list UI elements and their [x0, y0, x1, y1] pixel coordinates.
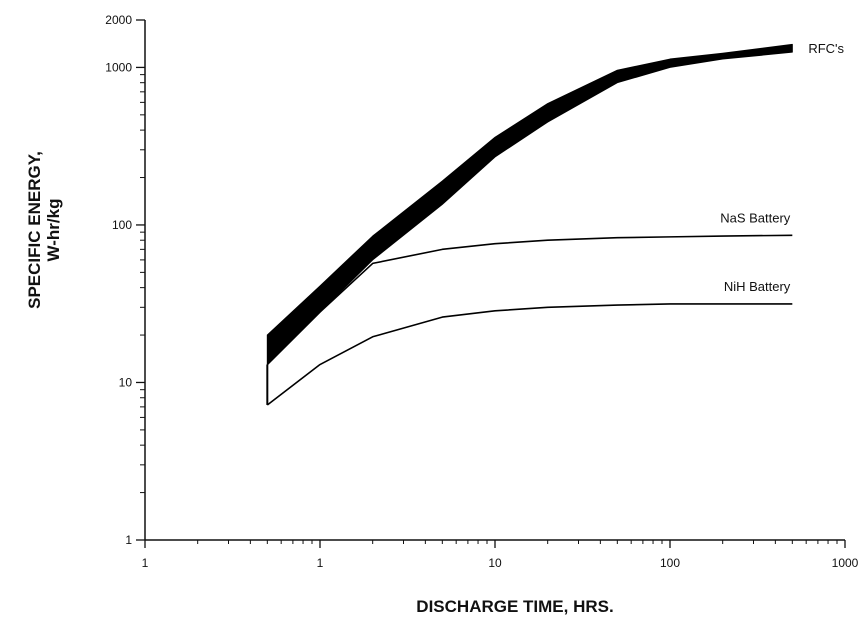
y-tick-label: 10	[119, 375, 133, 389]
y-axis-title: SPECIFIC ENERGY, W-hr/kg	[25, 151, 63, 309]
y-axis-title-line1: SPECIFIC ENERGY,	[25, 151, 44, 309]
series-labels: RFC's NaS Battery NiH Battery	[720, 41, 844, 294]
nih-battery-line	[266, 303, 793, 406]
series-label-rfc: RFC's	[808, 41, 844, 56]
series-layer	[266, 43, 793, 406]
x-tick-label: 10	[488, 556, 502, 570]
x-tick-label: 1	[317, 556, 324, 570]
x-tick-label: 100	[660, 556, 680, 570]
x-tick-label: 1000	[832, 556, 859, 570]
x-axis-title: DISCHARGE TIME, HRS.	[416, 597, 613, 616]
y-tick-label: 2000	[105, 13, 132, 27]
nas-battery-label: NaS Battery	[720, 210, 791, 225]
y-tick-label: 100	[112, 218, 132, 232]
nas-battery-line	[266, 234, 793, 366]
y-tick-label: 1	[125, 533, 132, 547]
y-axis-title-line2: W-hr/kg	[44, 199, 63, 262]
y-tick-label: 1000	[105, 60, 132, 74]
x-tick-label: 1	[142, 556, 149, 570]
nih-battery-label: NiH Battery	[724, 279, 791, 294]
rfc-band	[266, 43, 793, 366]
